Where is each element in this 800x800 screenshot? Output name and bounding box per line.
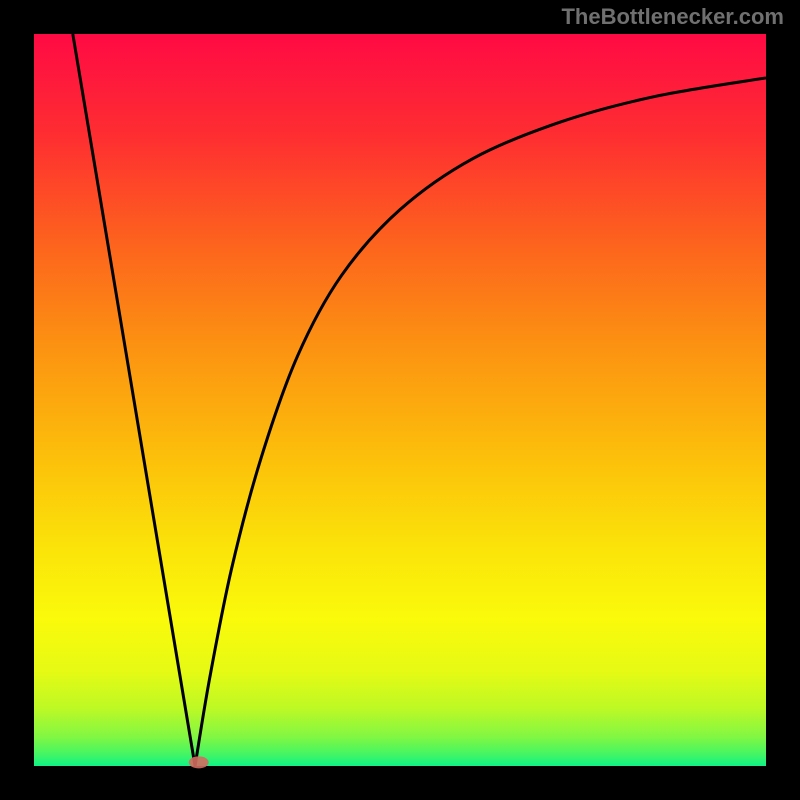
chart-container: { "source_label": "TheBottlenecker.com",…: [0, 0, 800, 800]
plot-background: [34, 34, 766, 766]
bottleneck-chart: TheBottlenecker.com: [0, 0, 800, 800]
source-watermark: TheBottlenecker.com: [561, 4, 784, 29]
optimal-point-marker: [189, 756, 209, 768]
